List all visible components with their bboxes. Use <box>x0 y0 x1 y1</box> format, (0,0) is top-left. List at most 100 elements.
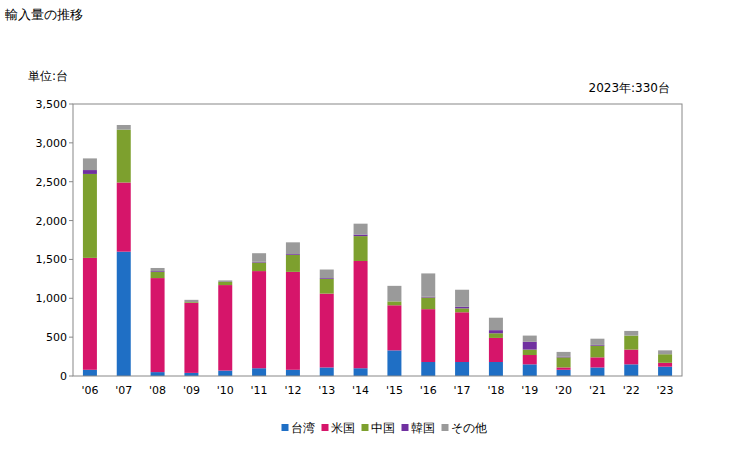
bar <box>455 362 469 376</box>
x-tick-label: '15 <box>386 384 403 397</box>
bar <box>117 182 131 251</box>
bar <box>151 268 165 271</box>
bar <box>252 271 266 368</box>
bar <box>252 263 266 272</box>
bar <box>320 367 334 376</box>
y-tick-label: 2,500 <box>36 176 68 189</box>
bar <box>557 352 571 357</box>
title: 輸入量の推移 <box>5 7 83 22</box>
y-tick-label: 3,000 <box>36 137 68 150</box>
bar <box>489 362 503 376</box>
x-tick-label: '16 <box>420 384 437 397</box>
bar <box>184 303 198 373</box>
bar <box>117 252 131 376</box>
plot-frame <box>73 104 682 376</box>
bar <box>286 370 300 376</box>
bar <box>286 272 300 370</box>
bar <box>455 290 469 307</box>
bar <box>590 357 604 367</box>
x-tick-label: '17 <box>454 384 471 397</box>
bar <box>354 368 368 376</box>
bar <box>320 270 334 279</box>
bar <box>557 370 571 376</box>
bar <box>387 305 401 350</box>
bar <box>658 367 672 376</box>
x-tick-label: '20 <box>555 384 572 397</box>
bar <box>489 318 503 330</box>
legend-label: その他 <box>451 421 487 435</box>
bars <box>83 125 672 376</box>
x-tick-label: '07 <box>115 384 132 397</box>
bar <box>658 350 672 354</box>
bar <box>286 242 300 254</box>
bar <box>523 355 537 364</box>
y-tick <box>69 104 73 105</box>
bar <box>489 330 503 333</box>
x-tick-label: '14 <box>352 384 369 397</box>
bar <box>557 367 571 369</box>
bar <box>218 282 232 285</box>
bar <box>83 174 97 258</box>
bar <box>590 339 604 345</box>
bar <box>117 125 131 130</box>
bar <box>489 333 503 338</box>
y-tick <box>69 181 73 182</box>
bar <box>354 236 368 261</box>
x-tick-label: '19 <box>521 384 538 397</box>
bar <box>455 312 469 362</box>
y-tick-label: 1,000 <box>36 292 68 305</box>
y-tick <box>69 259 73 260</box>
bar <box>218 285 232 370</box>
bar <box>83 170 97 174</box>
x-tick-label: '18 <box>487 384 504 397</box>
bar <box>624 350 638 365</box>
y-tick-label: 0 <box>60 370 67 383</box>
x-tick-label: '06 <box>81 384 98 397</box>
x-tick-label: '11 <box>251 384 268 397</box>
legend-swatch <box>282 424 289 431</box>
y-tick-label: 2,000 <box>36 215 68 228</box>
bar <box>421 309 435 362</box>
y-tick <box>69 298 73 299</box>
bar <box>455 307 469 309</box>
bar <box>354 235 368 237</box>
x-tick-label: '12 <box>284 384 301 397</box>
bar <box>320 294 334 368</box>
y-label: 単位:台 <box>28 69 68 83</box>
bar <box>523 364 537 376</box>
y-tick <box>69 376 73 377</box>
bar <box>421 298 435 310</box>
bar <box>387 301 401 305</box>
bar <box>658 354 672 363</box>
x-tick-label: '13 <box>318 384 335 397</box>
bar <box>387 350 401 376</box>
x-tick-label: '08 <box>149 384 166 397</box>
bar <box>624 364 638 376</box>
bar <box>83 258 97 370</box>
bar <box>218 371 232 376</box>
x-tick-label: '23 <box>657 384 674 397</box>
y-tick-label: 3,500 <box>36 98 68 111</box>
legend-label: 米国 <box>331 421 355 435</box>
bar <box>354 261 368 368</box>
legend-swatch <box>322 424 329 431</box>
bar <box>151 272 165 278</box>
legend-label: 中国 <box>371 421 395 435</box>
bar <box>658 363 672 367</box>
bar <box>252 368 266 376</box>
bar <box>590 367 604 376</box>
bar <box>387 286 401 302</box>
bar <box>151 372 165 376</box>
x-tick-label: '22 <box>623 384 640 397</box>
bar <box>590 346 604 358</box>
x-tick-label: '21 <box>589 384 606 397</box>
bar <box>83 370 97 376</box>
bar <box>117 130 131 183</box>
bar <box>354 224 368 235</box>
x-tick-label: '09 <box>183 384 200 397</box>
y-tick <box>69 337 73 338</box>
bar <box>151 278 165 372</box>
bar <box>286 255 300 272</box>
annotation: 2023年:330台 <box>589 81 671 95</box>
bar <box>421 362 435 376</box>
